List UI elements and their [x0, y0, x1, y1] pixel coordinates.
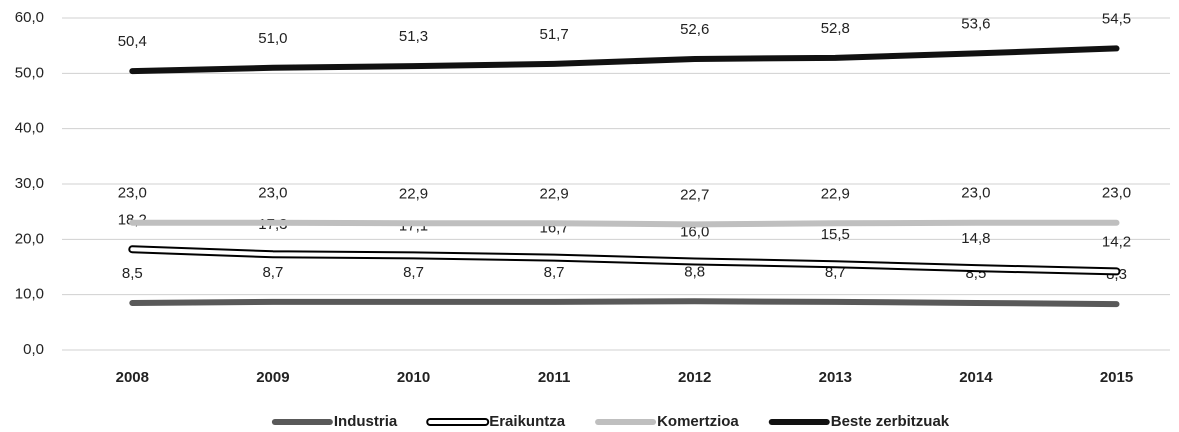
y-tick-label: 0,0: [23, 341, 44, 358]
legend: Industria Eraikuntza Komertzioa Beste zerbi…: [271, 413, 950, 430]
data-label: 51,3: [399, 28, 428, 45]
y-tick-label: 50,0: [15, 64, 44, 81]
data-label: 14,2: [1102, 233, 1131, 250]
data-label: 22,7: [680, 186, 709, 203]
data-label: 50,4: [118, 33, 147, 50]
data-label: 8,8: [684, 263, 705, 280]
data-label: 16,0: [680, 223, 709, 240]
y-tick-label: 10,0: [15, 286, 44, 303]
series-line: [129, 219, 1120, 228]
series-line: [129, 45, 1120, 75]
x-tick-label: 2009: [256, 369, 289, 386]
x-tick-label: 2008: [116, 369, 149, 386]
data-label: 8,7: [262, 264, 283, 281]
legend-label: Komertzioa: [657, 413, 739, 430]
data-label: 22,9: [539, 185, 568, 202]
x-tick-label: 2014: [959, 369, 993, 386]
y-tick-label: 40,0: [15, 120, 44, 137]
x-tick-label: 2013: [819, 369, 852, 386]
legend-label: Industria: [334, 413, 398, 430]
data-label: 23,0: [1102, 185, 1131, 202]
x-tick-label: 2011: [538, 369, 571, 386]
x-tick-label: 2015: [1100, 369, 1133, 386]
data-label: 8,7: [403, 264, 424, 281]
series-line: [130, 247, 1119, 274]
legend-label: Eraikuntza: [489, 413, 566, 430]
data-label: 22,9: [399, 185, 428, 202]
x-tick-label: 2012: [678, 369, 711, 386]
series-line: [129, 298, 1120, 308]
data-label: 8,5: [122, 265, 143, 282]
data-label: 52,8: [821, 20, 850, 37]
data-label: 23,0: [118, 185, 147, 202]
data-label: 22,9: [821, 185, 850, 202]
data-label: 51,7: [539, 26, 568, 43]
y-tick-label: 20,0: [15, 230, 44, 247]
data-label: 8,7: [544, 264, 565, 281]
y-tick-label: 30,0: [15, 175, 44, 192]
x-tick-label: 2010: [397, 369, 430, 386]
data-label: 14,8: [961, 230, 990, 247]
data-label: 23,0: [961, 185, 990, 202]
data-label: 52,6: [680, 21, 709, 38]
legend-label: Beste zerbitzuak: [831, 413, 950, 430]
data-label: 54,5: [1102, 10, 1131, 27]
data-label: 23,0: [258, 185, 287, 202]
data-label: 53,6: [961, 15, 990, 32]
data-label: 51,0: [258, 30, 287, 47]
y-tick-label: 60,0: [15, 9, 44, 26]
data-label: 15,5: [821, 226, 850, 243]
